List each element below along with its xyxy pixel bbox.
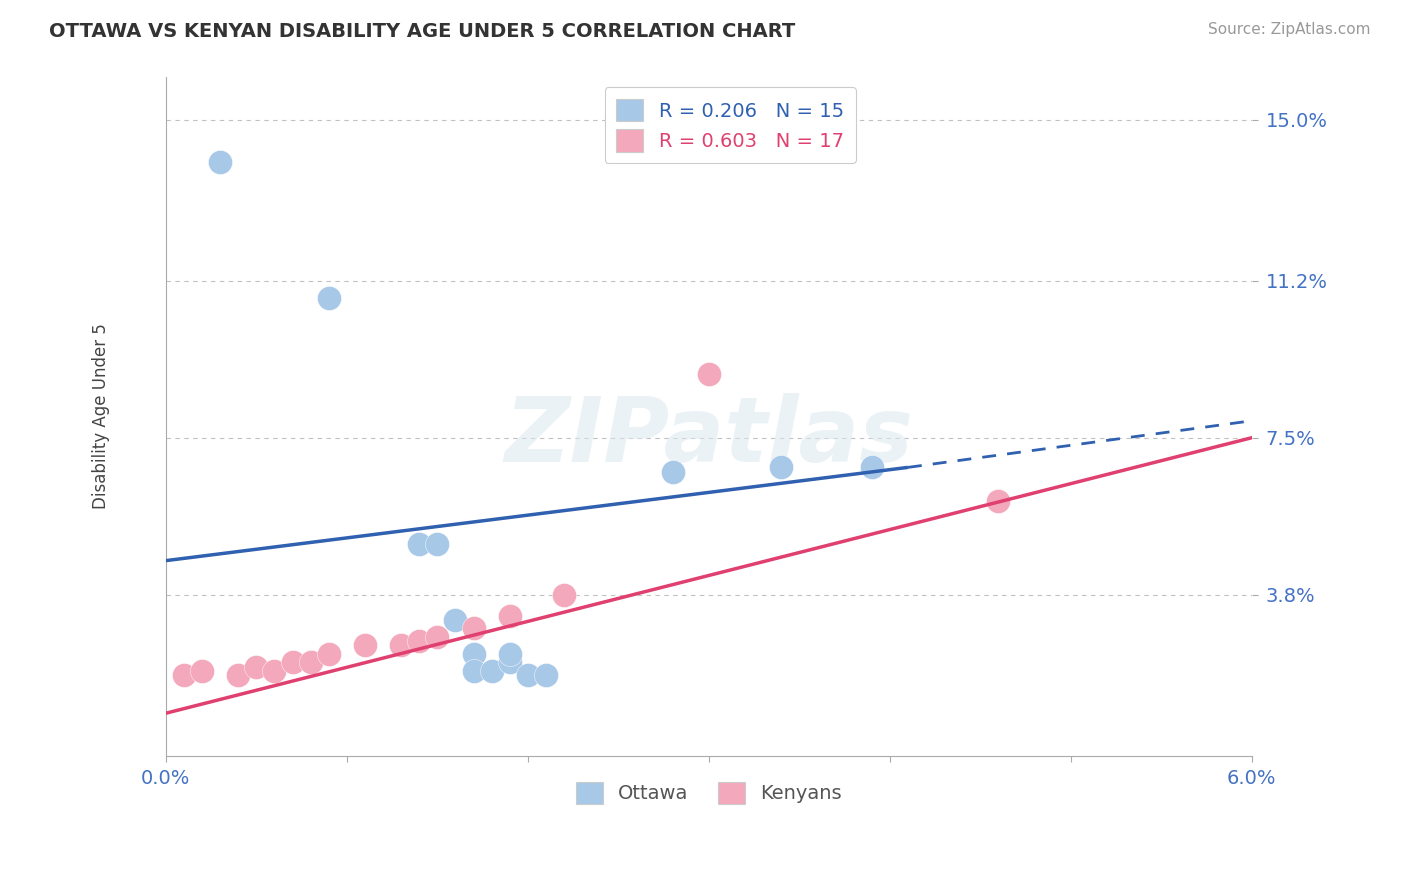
Point (245, 659, 267, 673)
Point (426, 536, 449, 550)
Point (173, 668, 195, 682)
Point (318, 647, 340, 661)
Point (426, 630, 449, 644)
Point (226, 668, 249, 682)
Point (770, 460, 793, 475)
Point (516, 668, 538, 682)
Point (389, 639, 412, 653)
Point (463, 622, 485, 636)
Point (499, 656, 522, 670)
Point (697, 367, 720, 381)
Point (354, 639, 377, 653)
Point (263, 664, 285, 678)
Point (191, 664, 214, 678)
Text: Source: ZipAtlas.com: Source: ZipAtlas.com (1208, 22, 1371, 37)
Point (209, 155, 232, 169)
Point (408, 536, 430, 550)
Point (281, 656, 304, 670)
Point (553, 588, 575, 602)
Point (299, 656, 322, 670)
Point (463, 664, 485, 678)
Text: OTTAWA VS KENYAN DISABILITY AGE UNDER 5 CORRELATION CHART: OTTAWA VS KENYAN DISABILITY AGE UNDER 5 … (49, 22, 796, 41)
Point (987, 494, 1010, 508)
Point (499, 608, 522, 623)
Point (408, 634, 430, 648)
Point (860, 460, 883, 475)
Point (444, 613, 467, 627)
Point (318, 291, 340, 305)
Text: ZIPatlas: ZIPatlas (505, 392, 914, 481)
Point (661, 465, 683, 479)
Legend: Ottawa, Kenyans: Ottawa, Kenyans (565, 772, 852, 814)
Point (463, 647, 485, 661)
Y-axis label: Disability Age Under 5: Disability Age Under 5 (93, 324, 110, 509)
Point (481, 664, 503, 678)
Point (499, 647, 522, 661)
Point (534, 668, 557, 682)
